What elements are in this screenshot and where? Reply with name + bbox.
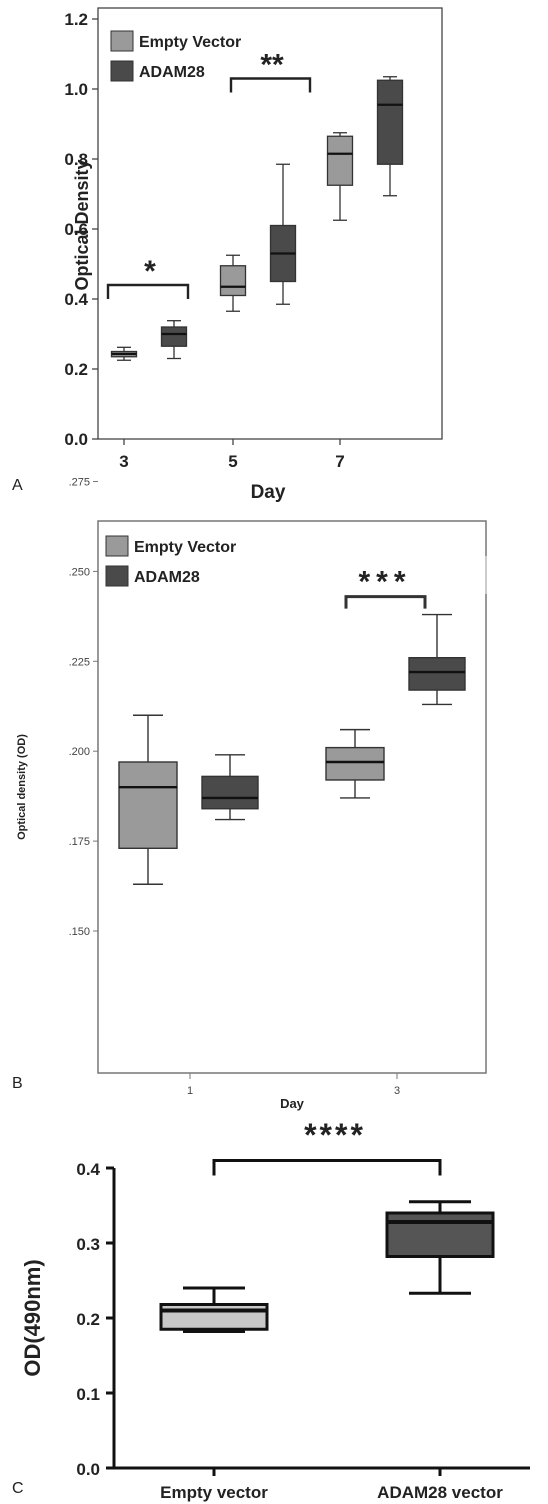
y-tick-label-b: .275 <box>69 477 90 489</box>
significance-label-a-day3: * <box>144 255 156 288</box>
significance-label-b-day3: *** <box>358 566 411 599</box>
box-b-adam28-box <box>408 657 466 691</box>
y-axis-title-b: Optical density (OD) <box>16 734 28 840</box>
chart-panel-c: 0.0 0.1 0.2 0.3 0.4 Empty vector ADAM28 vecto… <box>12 1117 530 1502</box>
legend-label-a-adam28: ADAM28 <box>139 64 205 81</box>
box-a-adam28-box <box>376 79 404 165</box>
y-tick-label-b: .175 <box>69 836 90 848</box>
significance-bracket-a-day5 <box>229 77 312 93</box>
plot-frame-a <box>97 7 443 440</box>
legend-label-b-adam28: ADAM28 <box>134 569 200 586</box>
y-tick-label-a: 1.2 <box>64 10 88 29</box>
y-tick-label-c: 0.4 <box>76 1160 100 1179</box>
x-tick-label-c: ADAM28 vector <box>377 1483 503 1502</box>
box-a-empty-vector-box <box>219 265 247 297</box>
significance-bracket-b-day3 <box>344 595 427 609</box>
box-b-adam28-box <box>201 775 259 810</box>
x-tick-label-b: 1 <box>187 1085 193 1097</box>
box-a-empty-vector-box <box>326 135 354 186</box>
y-tick-label-a: 0.6 <box>64 220 88 239</box>
plot-frame-b <box>97 520 487 1074</box>
y-tick-label-a: 0.8 <box>64 150 88 169</box>
y-tick-label-c: 0.1 <box>76 1385 100 1404</box>
x-tick-label-a: 7 <box>335 452 344 471</box>
y-tick-label-a: 1.0 <box>64 80 88 99</box>
legend-swatch-b-empty-vector <box>105 535 129 557</box>
box-a-adam28-box <box>160 326 188 347</box>
significance-label-a-day5: ** <box>260 49 284 82</box>
y-tick-label-b: .225 <box>69 656 90 668</box>
legend-label-b-empty-vector: Empty Vector <box>134 539 236 556</box>
x-axis-title-b: Day <box>280 1096 305 1111</box>
legend-swatch-a-adam28 <box>110 60 134 82</box>
box-c-empty-vector-box <box>159 1303 269 1331</box>
y-tick-label-c: 0.3 <box>76 1235 100 1254</box>
panel-label-a: A <box>12 477 23 494</box>
y-tick-label-a: 0.2 <box>64 360 88 379</box>
panel-label-c: C <box>12 1480 24 1497</box>
y-tick-label-a: 0.0 <box>64 430 88 449</box>
y-tick-label-b: .200 <box>69 746 90 758</box>
panel-label-b: B <box>12 1075 23 1092</box>
y-axis-title-a: Optical Density <box>72 159 92 290</box>
x-tick-label-a: 5 <box>228 452 237 471</box>
y-tick-label-a: 0.4 <box>64 290 88 309</box>
box-b-empty-vector-box <box>325 746 385 781</box>
y-tick-label-c: 0.2 <box>76 1310 100 1329</box>
legend-swatch-b-adam28 <box>105 565 129 587</box>
x-tick-label-c: Empty vector <box>160 1483 268 1502</box>
box-b-empty-vector-box <box>118 761 178 849</box>
significance-label-c: **** <box>304 1117 366 1153</box>
x-axis-title-a: Day <box>251 482 286 503</box>
legend-label-a-empty-vector: Empty Vector <box>139 34 241 51</box>
significance-bracket-a-day3 <box>106 283 190 299</box>
box-c-adam28-vector-box <box>385 1211 495 1258</box>
y-tick-label-c: 0.0 <box>76 1460 100 1479</box>
x-tick-label-b: 3 <box>394 1085 400 1097</box>
x-tick-label-a: 3 <box>119 452 128 471</box>
significance-bracket-c <box>212 1159 442 1176</box>
chart-panel-b: .150 .175 .200 .225 .250 .275 1 3 *** Empty Ve… <box>12 477 487 1111</box>
y-axis-title-c: OD(490nm) <box>20 1259 45 1376</box>
legend-swatch-a-empty-vector <box>110 30 134 52</box>
y-tick-label-b: .250 <box>69 566 90 578</box>
y-tick-label-b: .150 <box>69 926 90 938</box>
